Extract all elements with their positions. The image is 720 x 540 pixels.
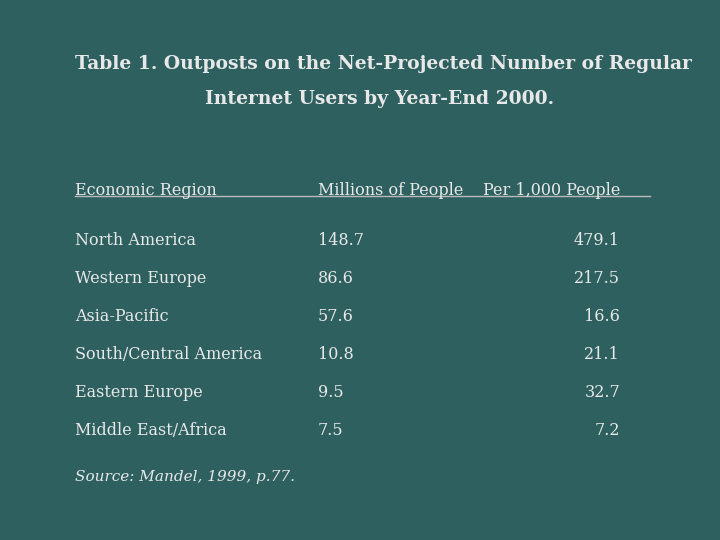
Text: 217.5: 217.5 xyxy=(574,270,620,287)
Text: 57.6: 57.6 xyxy=(318,308,354,325)
Text: 16.6: 16.6 xyxy=(584,308,620,325)
Text: 10.8: 10.8 xyxy=(318,346,354,363)
Text: Western Europe: Western Europe xyxy=(75,270,207,287)
Text: 479.1: 479.1 xyxy=(574,232,620,249)
Text: Per 1,000 People: Per 1,000 People xyxy=(482,182,620,199)
Text: 9.5: 9.5 xyxy=(318,384,343,401)
Text: Economic Region: Economic Region xyxy=(75,182,217,199)
Text: Source: Mandel, 1999, p.77.: Source: Mandel, 1999, p.77. xyxy=(75,470,295,484)
Text: Millions of People: Millions of People xyxy=(318,182,464,199)
Text: 7.5: 7.5 xyxy=(318,422,343,439)
Text: 21.1: 21.1 xyxy=(584,346,620,363)
Text: North America: North America xyxy=(75,232,196,249)
Text: 7.2: 7.2 xyxy=(595,422,620,439)
Text: Eastern Europe: Eastern Europe xyxy=(75,384,203,401)
Text: South/Central America: South/Central America xyxy=(75,346,262,363)
Text: Middle East/Africa: Middle East/Africa xyxy=(75,422,227,439)
Text: Asia-Pacific: Asia-Pacific xyxy=(75,308,168,325)
Text: 32.7: 32.7 xyxy=(584,384,620,401)
Text: 148.7: 148.7 xyxy=(318,232,364,249)
Text: Table 1. Outposts on the Net-Projected Number of Regular: Table 1. Outposts on the Net-Projected N… xyxy=(75,55,692,73)
Text: Internet Users by Year-End 2000.: Internet Users by Year-End 2000. xyxy=(205,90,554,108)
Text: 86.6: 86.6 xyxy=(318,270,354,287)
